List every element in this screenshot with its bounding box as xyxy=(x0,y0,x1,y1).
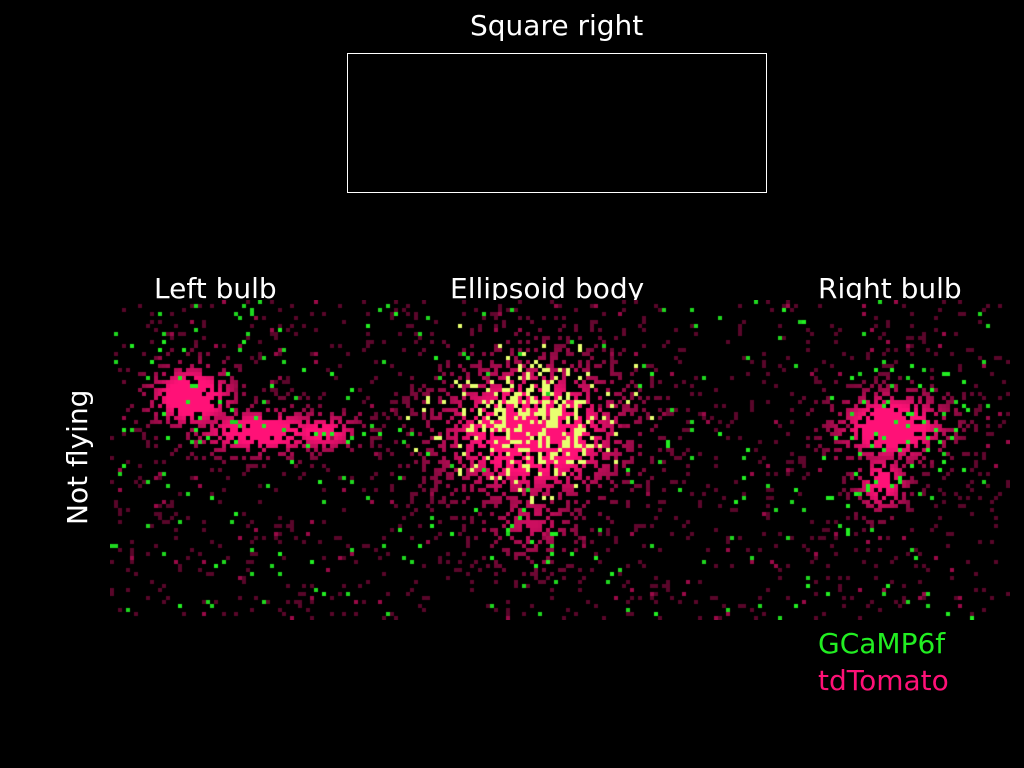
legend-gcamp6f: GCaMP6f xyxy=(818,627,946,660)
ellipsoid-body-label: Ellipsoid body xyxy=(450,272,645,305)
right-bulb-label: Right bulb xyxy=(818,272,962,305)
stimulus-box xyxy=(347,53,767,193)
figure-title: Square right xyxy=(470,9,644,42)
legend-tdtomato: tdTomato xyxy=(818,664,949,697)
left-bulb-label: Left bulb xyxy=(154,272,277,305)
row-label: Not flying xyxy=(61,389,94,525)
fluorescence-micrograph xyxy=(110,300,1010,620)
